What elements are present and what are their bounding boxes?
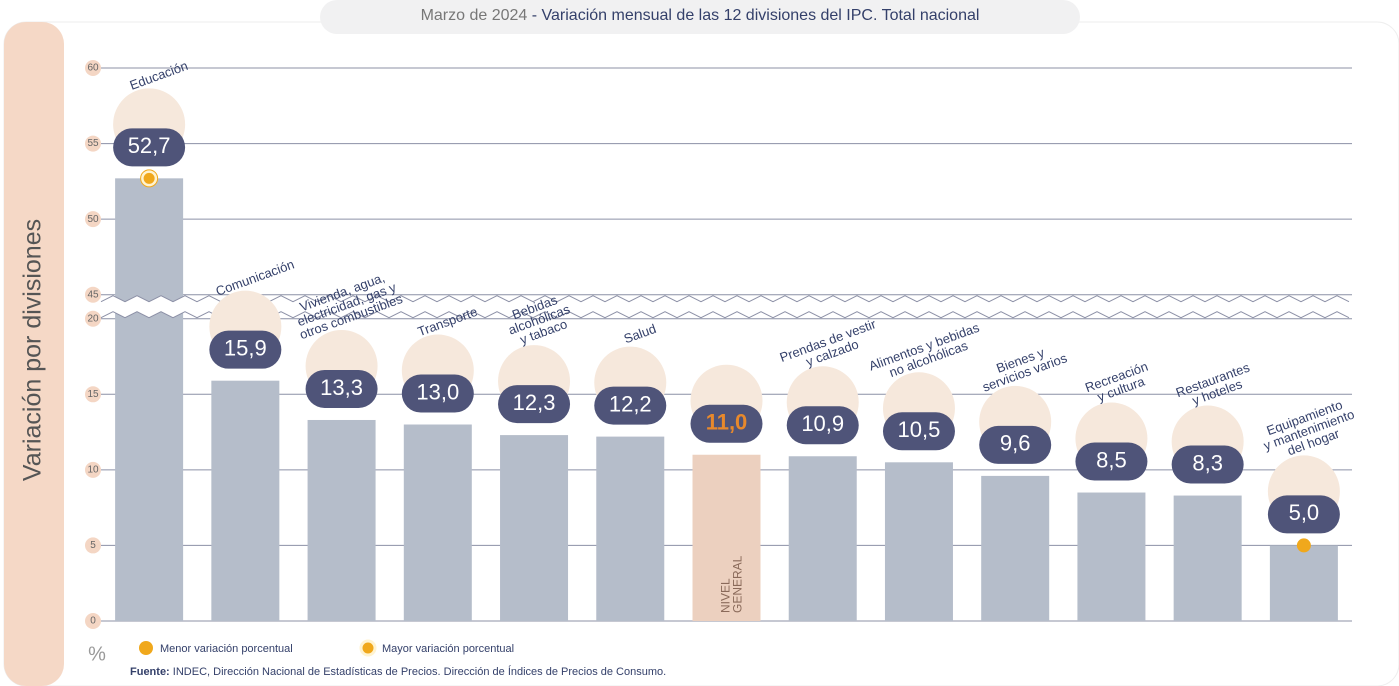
- value-label: 12,3: [513, 390, 556, 415]
- break-line: [100, 311, 1350, 319]
- legend-marker: [139, 641, 153, 655]
- value-badge: [1171, 445, 1244, 484]
- tick-dot: [85, 286, 101, 303]
- source-label: Fuente:: [130, 666, 170, 678]
- tick-dot: [85, 60, 101, 76]
- source: Fuente: INDEC, Dirección Nacional de Est…: [130, 665, 666, 678]
- value-label: 10,9: [801, 411, 844, 436]
- value-label: 52,7: [128, 133, 171, 158]
- value-label: 8,5: [1096, 447, 1127, 472]
- bar: [981, 475, 1050, 621]
- value-badge: [882, 412, 955, 451]
- bar: [788, 456, 857, 621]
- bar: [115, 178, 184, 621]
- value-label: 10,5: [898, 417, 941, 442]
- extreme-marker: [140, 169, 158, 187]
- category-label: NIVELGENERAL: [719, 555, 745, 613]
- bar: [307, 419, 376, 621]
- period: Marzo de 2024: [421, 7, 528, 24]
- legend-label: Menor variación porcentual: [160, 643, 293, 655]
- y-tick-label: 50: [87, 214, 99, 225]
- y-tick-label: 15: [87, 389, 99, 400]
- title-pill: [320, 0, 1080, 34]
- value-badge: [1267, 495, 1340, 534]
- bar: [1173, 495, 1242, 621]
- y-tick-label: 60: [87, 63, 99, 74]
- y-title: Variación por divisiones: [19, 219, 47, 481]
- legend-label: Mayor variación porcentual: [382, 643, 514, 655]
- axis-break: [101, 295, 1349, 318]
- value-badge: [1075, 442, 1148, 481]
- value-label: 15,9: [224, 335, 267, 360]
- tick-dot: [85, 461, 101, 478]
- value-badge: [498, 385, 571, 424]
- y-tick-label: 55: [87, 138, 99, 149]
- value-badge: [209, 330, 282, 369]
- bar: [884, 462, 953, 621]
- y-tick-label: 0: [90, 616, 96, 627]
- side-panel: [4, 22, 64, 686]
- extreme-marker: [1296, 538, 1311, 553]
- value-badge: [690, 404, 763, 443]
- tick-dot: [85, 211, 101, 228]
- bar: [692, 454, 761, 621]
- tick-dot: [85, 537, 101, 554]
- title-text: - Variación mensual de las 12 divisiones…: [532, 7, 980, 24]
- value-label: 12,2: [609, 391, 652, 416]
- value-label: 13,3: [320, 375, 363, 400]
- value-label: 5,0: [1289, 500, 1320, 525]
- y-tick-label: 5: [90, 540, 96, 551]
- y-unit: %: [88, 643, 106, 665]
- extreme-marker-ring: [140, 169, 159, 188]
- value-label: 11,0: [706, 410, 748, 435]
- bar: [211, 380, 280, 621]
- y-tick-label: 45: [87, 289, 99, 300]
- bar: [500, 435, 569, 621]
- break-line: [100, 295, 1350, 303]
- y-tick-label: 10: [87, 464, 99, 475]
- chart-title: Marzo de 2024 - Variación mensual de las…: [421, 7, 980, 24]
- bar: [1077, 492, 1146, 621]
- source-text: INDEC, Dirección Nacional de Estadística…: [173, 665, 666, 678]
- value-badge: [401, 374, 474, 413]
- value-label: 13,0: [416, 379, 459, 404]
- y-tick-label: 20: [87, 313, 99, 324]
- tick-dot: [85, 613, 101, 629]
- value-badge: [786, 406, 859, 445]
- bar: [1269, 545, 1338, 621]
- value-badge: [979, 425, 1052, 464]
- bar: [596, 436, 665, 621]
- value-badge: [594, 386, 667, 425]
- value-label: 9,6: [1000, 431, 1031, 456]
- legend-marker: [359, 639, 377, 657]
- tick-dot: [85, 310, 101, 327]
- value-badge: [305, 369, 378, 408]
- tick-dot: [85, 386, 101, 403]
- value-label: 8,3: [1192, 450, 1223, 475]
- bar: [403, 424, 472, 621]
- value-badge: [113, 128, 186, 167]
- tick-dot: [85, 135, 101, 152]
